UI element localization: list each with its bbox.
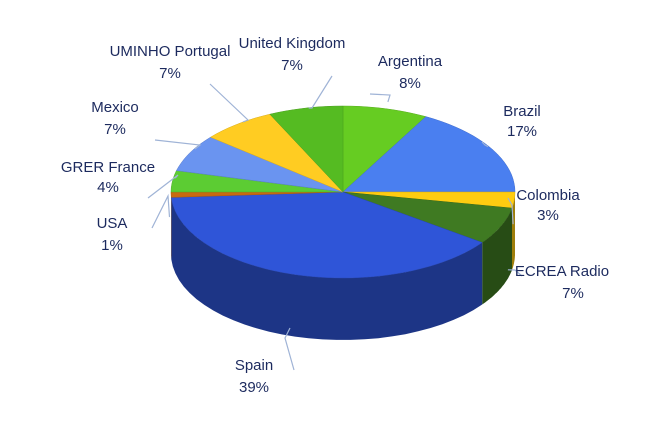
category-label: Argentina (378, 53, 443, 70)
category-label: GRER France (61, 159, 155, 176)
category-label: United Kingdom (239, 35, 346, 52)
slice (171, 191, 483, 279)
leader-line (147, 174, 179, 199)
category-label: Brazil (503, 103, 541, 120)
slice-side (482, 208, 512, 305)
value-label: 8% (399, 75, 421, 92)
slice (342, 191, 513, 243)
slice (342, 105, 427, 193)
leader-line (507, 269, 523, 277)
slice (175, 136, 344, 193)
leader-line (369, 93, 391, 103)
leader-line (481, 141, 489, 148)
slice (209, 113, 344, 193)
value-label: 7% (562, 285, 584, 302)
value-label: 39% (239, 379, 269, 396)
category-label: Colombia (516, 187, 580, 204)
slice (269, 105, 344, 193)
leader-line (151, 193, 171, 229)
category-label: UMINHO Portugal (110, 43, 231, 60)
category-label: Spain (235, 357, 273, 374)
value-label: 7% (281, 57, 303, 74)
slice-side (171, 197, 483, 340)
slice (342, 116, 516, 193)
leader-line (308, 75, 333, 109)
value-label: 3% (537, 207, 559, 224)
value-label: 17% (507, 123, 537, 140)
leader-line (154, 139, 202, 150)
value-label: 4% (97, 179, 119, 196)
category-label: ECREA Radio (515, 263, 609, 280)
category-label: Mexico (91, 99, 139, 116)
leader-line (209, 83, 250, 123)
value-label: 7% (104, 121, 126, 138)
leader-line (284, 327, 295, 371)
value-label: 7% (159, 65, 181, 82)
value-label: 1% (101, 237, 123, 254)
category-label: USA (97, 215, 128, 232)
leader-line (507, 197, 514, 225)
